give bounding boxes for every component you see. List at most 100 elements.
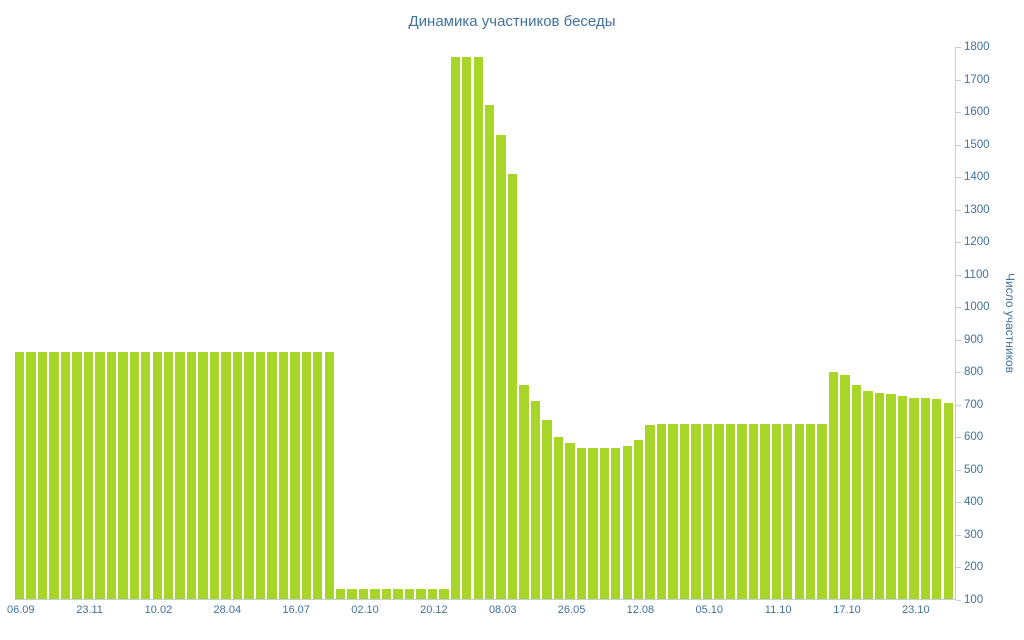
bar: [794, 423, 804, 599]
y-axis-tick: [956, 437, 961, 439]
bar: [141, 352, 151, 599]
y-axis-tick: [956, 79, 961, 81]
y-axis-tick: [956, 274, 961, 276]
bar: [920, 397, 930, 599]
y-axis-tick: [956, 600, 961, 601]
x-axis-label: 08.03: [488, 604, 517, 616]
bar: [496, 134, 506, 599]
x-axis-label: 23.10: [902, 604, 930, 616]
y-axis-tick: [956, 47, 961, 48]
bar: [209, 352, 220, 599]
bar: [840, 374, 850, 599]
bar: [49, 352, 59, 599]
bar: [725, 423, 736, 599]
bar: [106, 352, 117, 599]
y-axis-tick: [956, 112, 961, 114]
bar: [599, 448, 610, 599]
y-axis-tick-label: 1400: [964, 171, 990, 184]
bar: [634, 439, 644, 599]
bar: [805, 423, 816, 599]
bar: [95, 352, 105, 599]
y-axis-tick-label: 1600: [964, 106, 990, 119]
y-axis-tick: [956, 372, 961, 374]
bar: [507, 173, 518, 599]
x-axis-labels: 06.09 23.11 10.02 28.04 16.07 02.10 20.12 08.03…: [7, 604, 956, 620]
bar: [26, 352, 36, 599]
bar: [129, 352, 140, 599]
y-axis-tick-label: 700: [964, 398, 984, 411]
bar: [748, 424, 759, 599]
y-axis-tick: [956, 534, 961, 536]
bar: [851, 384, 862, 599]
bar: [72, 352, 82, 599]
bar: [255, 352, 266, 599]
y-axis-tick: [956, 144, 961, 146]
bar: [679, 423, 690, 599]
bar: [530, 400, 541, 599]
y-axis-tick: [956, 502, 961, 504]
bar: [427, 589, 438, 599]
bar: [370, 589, 380, 599]
y-axis-tick-label: 400: [964, 496, 984, 509]
bar: [909, 397, 919, 599]
bar: [714, 423, 724, 599]
x-axis-label: 10.02: [144, 604, 173, 616]
y-axis-tick: [956, 242, 961, 244]
y-axis-tick: [956, 404, 961, 406]
bar: [622, 446, 632, 599]
bar: [611, 448, 621, 599]
bar: [886, 394, 896, 599]
bar: [783, 423, 793, 599]
x-axis-label: 11.10: [764, 604, 792, 616]
y-axis-tick-label: 800: [964, 366, 984, 379]
y-axis-tick-label: 100: [964, 594, 984, 606]
bar: [381, 589, 392, 599]
y-axis-tick-label: 200: [964, 561, 984, 574]
plot-area: [15, 47, 956, 600]
x-axis-label: 05.10: [695, 604, 724, 616]
bar: [576, 448, 587, 599]
bar: [588, 448, 598, 599]
y-axis-tick: [956, 307, 961, 309]
y-axis-tick: [956, 339, 961, 341]
bar: [324, 352, 334, 599]
bar: [943, 402, 953, 599]
bar: [152, 352, 162, 599]
bar: [737, 423, 747, 599]
bar: [462, 56, 472, 599]
y-axis-tick-label: 1700: [964, 73, 990, 86]
bar: [221, 352, 231, 599]
bar: [485, 105, 495, 599]
x-axis-label: 06.09: [6, 604, 35, 616]
bar: [863, 391, 873, 599]
bar: [760, 423, 770, 599]
y-axis-tick-label: 1000: [964, 301, 990, 314]
y-axis-tick: [956, 469, 961, 471]
x-axis-label: 02.10: [351, 604, 379, 616]
x-axis-label: 20.12: [420, 604, 448, 616]
bar: [37, 352, 48, 599]
y-axis-tick-label: 1800: [964, 41, 990, 53]
y-axis-tick-label: 1200: [964, 236, 990, 249]
y-axis-tick-label: 900: [964, 333, 984, 346]
bar: [645, 425, 655, 599]
bar: [278, 352, 289, 599]
bar: [874, 392, 885, 599]
y-axis-tick-label: 600: [964, 431, 984, 444]
bar: [656, 423, 667, 599]
bar: [358, 589, 369, 599]
bar: [60, 352, 71, 599]
bar: [668, 423, 678, 599]
y-axis-tick: [956, 567, 961, 569]
bar: [118, 352, 128, 599]
bar: [267, 352, 277, 599]
bar: [416, 589, 426, 599]
bar: [393, 589, 403, 599]
x-axis-label: 28.04: [213, 604, 242, 616]
bar: [186, 352, 197, 599]
bar: [175, 352, 185, 599]
x-axis-label: 17.10: [833, 604, 861, 616]
y-axis-tick-label: 300: [964, 528, 984, 541]
bar: [450, 56, 460, 599]
